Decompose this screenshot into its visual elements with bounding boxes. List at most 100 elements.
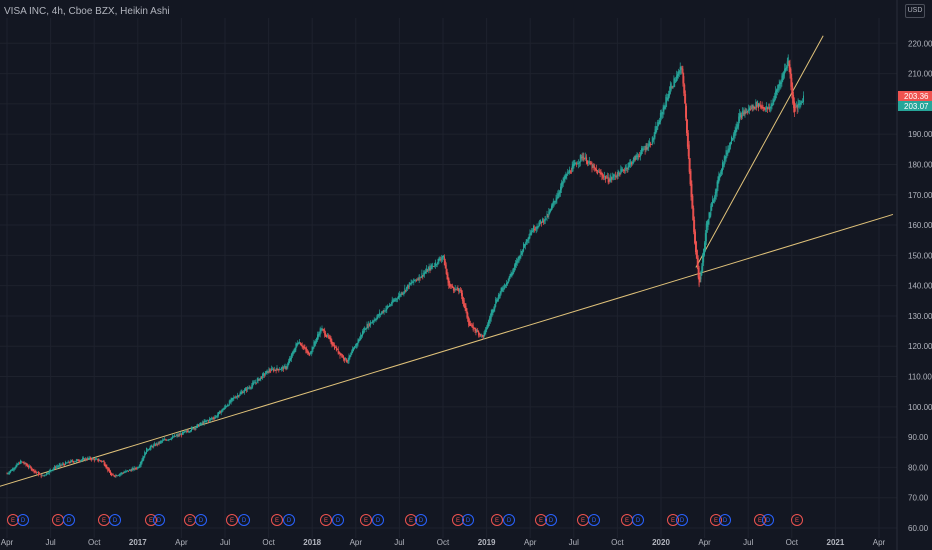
candle-body <box>133 468 135 470</box>
candle-body <box>58 464 60 467</box>
candle-body <box>727 148 729 154</box>
candle-body <box>161 441 163 442</box>
candle-body <box>398 293 400 298</box>
candle-body <box>414 280 416 281</box>
candle-body <box>363 327 365 333</box>
candle-body <box>256 379 258 383</box>
candle-body <box>74 461 76 462</box>
candle-body <box>534 229 536 231</box>
candle-body <box>564 175 566 180</box>
candle-body <box>493 307 495 312</box>
price-label-box <box>898 101 932 111</box>
candle-body <box>478 331 480 336</box>
candle-body <box>524 243 526 246</box>
candle-body <box>632 158 634 163</box>
candle-body <box>299 341 300 344</box>
candle-body <box>209 418 211 420</box>
candle-body <box>113 475 115 477</box>
candle-body <box>192 428 194 430</box>
candle-body <box>128 469 130 471</box>
candle-body <box>169 439 171 440</box>
candle-body <box>335 347 337 351</box>
candle-body <box>254 382 256 384</box>
candle-body <box>272 369 274 372</box>
candle-body <box>392 300 394 303</box>
candle-body <box>425 271 426 274</box>
candle-body <box>172 436 174 439</box>
candle-body <box>591 163 593 170</box>
candle-body <box>38 473 40 475</box>
earnings-marker <box>791 514 803 526</box>
candle-body <box>673 78 675 87</box>
candle-body <box>36 471 38 473</box>
candle-body <box>63 464 65 466</box>
candle-body <box>461 290 462 296</box>
x-tick-label: Apr <box>175 538 188 547</box>
candle-body <box>268 369 270 372</box>
candle-body <box>683 76 685 94</box>
candle-body <box>136 468 138 470</box>
candle-body <box>385 308 387 311</box>
candle-body <box>655 126 657 134</box>
candle-body <box>114 475 116 477</box>
candle-body <box>334 344 336 350</box>
candle-body <box>476 330 478 331</box>
candle-body <box>185 430 187 432</box>
candle-body <box>460 289 462 291</box>
candle-body <box>153 444 155 447</box>
candle-body <box>364 329 366 330</box>
dividend-marker <box>719 514 731 526</box>
candle-body <box>313 341 315 349</box>
candle-body <box>138 465 140 468</box>
candle-body <box>643 148 645 150</box>
candle-body <box>119 473 121 475</box>
candle-body <box>772 99 774 106</box>
earnings-marker-label: E <box>625 518 629 524</box>
earnings-marker <box>535 514 547 526</box>
candle-body <box>188 431 190 433</box>
candle-body <box>498 294 500 298</box>
candle-body <box>610 176 612 180</box>
candle-body <box>73 461 75 463</box>
candle-body <box>90 457 92 460</box>
candle-body <box>32 469 34 471</box>
candle-body <box>633 156 635 161</box>
candle-body <box>535 227 537 230</box>
candle-body <box>506 283 507 286</box>
candle-body <box>480 334 482 336</box>
candle-body <box>191 427 192 432</box>
currency-button[interactable]: USD <box>905 4 925 18</box>
candle-body <box>284 366 286 368</box>
symbol-title: VISA INC, 4h, Cboe BZX, Heikin Ashi <box>4 6 170 17</box>
candle-body <box>746 109 748 113</box>
candle-body <box>53 467 55 470</box>
y-tick-label: 130.00 <box>908 312 932 321</box>
candle-body <box>514 264 516 271</box>
candle-body <box>427 268 429 272</box>
candle-body <box>768 107 770 111</box>
candle-body <box>269 370 271 372</box>
candle-body <box>601 173 603 177</box>
candle-body <box>500 288 502 294</box>
candle-body <box>325 332 327 337</box>
candle-body <box>717 177 719 188</box>
candle-body <box>715 189 717 196</box>
earnings-marker-label: E <box>56 518 60 524</box>
x-tick-label: Apr <box>873 538 886 547</box>
x-tick-label: Jul <box>45 538 55 547</box>
candle-body <box>582 156 584 158</box>
candle-body <box>689 158 691 185</box>
dividend-marker <box>588 514 600 526</box>
candle-body <box>199 424 201 426</box>
candle-body <box>145 452 147 455</box>
candle-body <box>241 391 243 394</box>
candle-body <box>544 216 546 222</box>
dividend-marker-label: D <box>376 518 381 524</box>
y-tick-label: 100.00 <box>908 403 932 412</box>
candle-body <box>263 373 264 376</box>
candle-body <box>442 255 444 259</box>
candle-body <box>38 472 39 476</box>
candle-body <box>749 107 750 111</box>
candle-body <box>612 176 614 179</box>
